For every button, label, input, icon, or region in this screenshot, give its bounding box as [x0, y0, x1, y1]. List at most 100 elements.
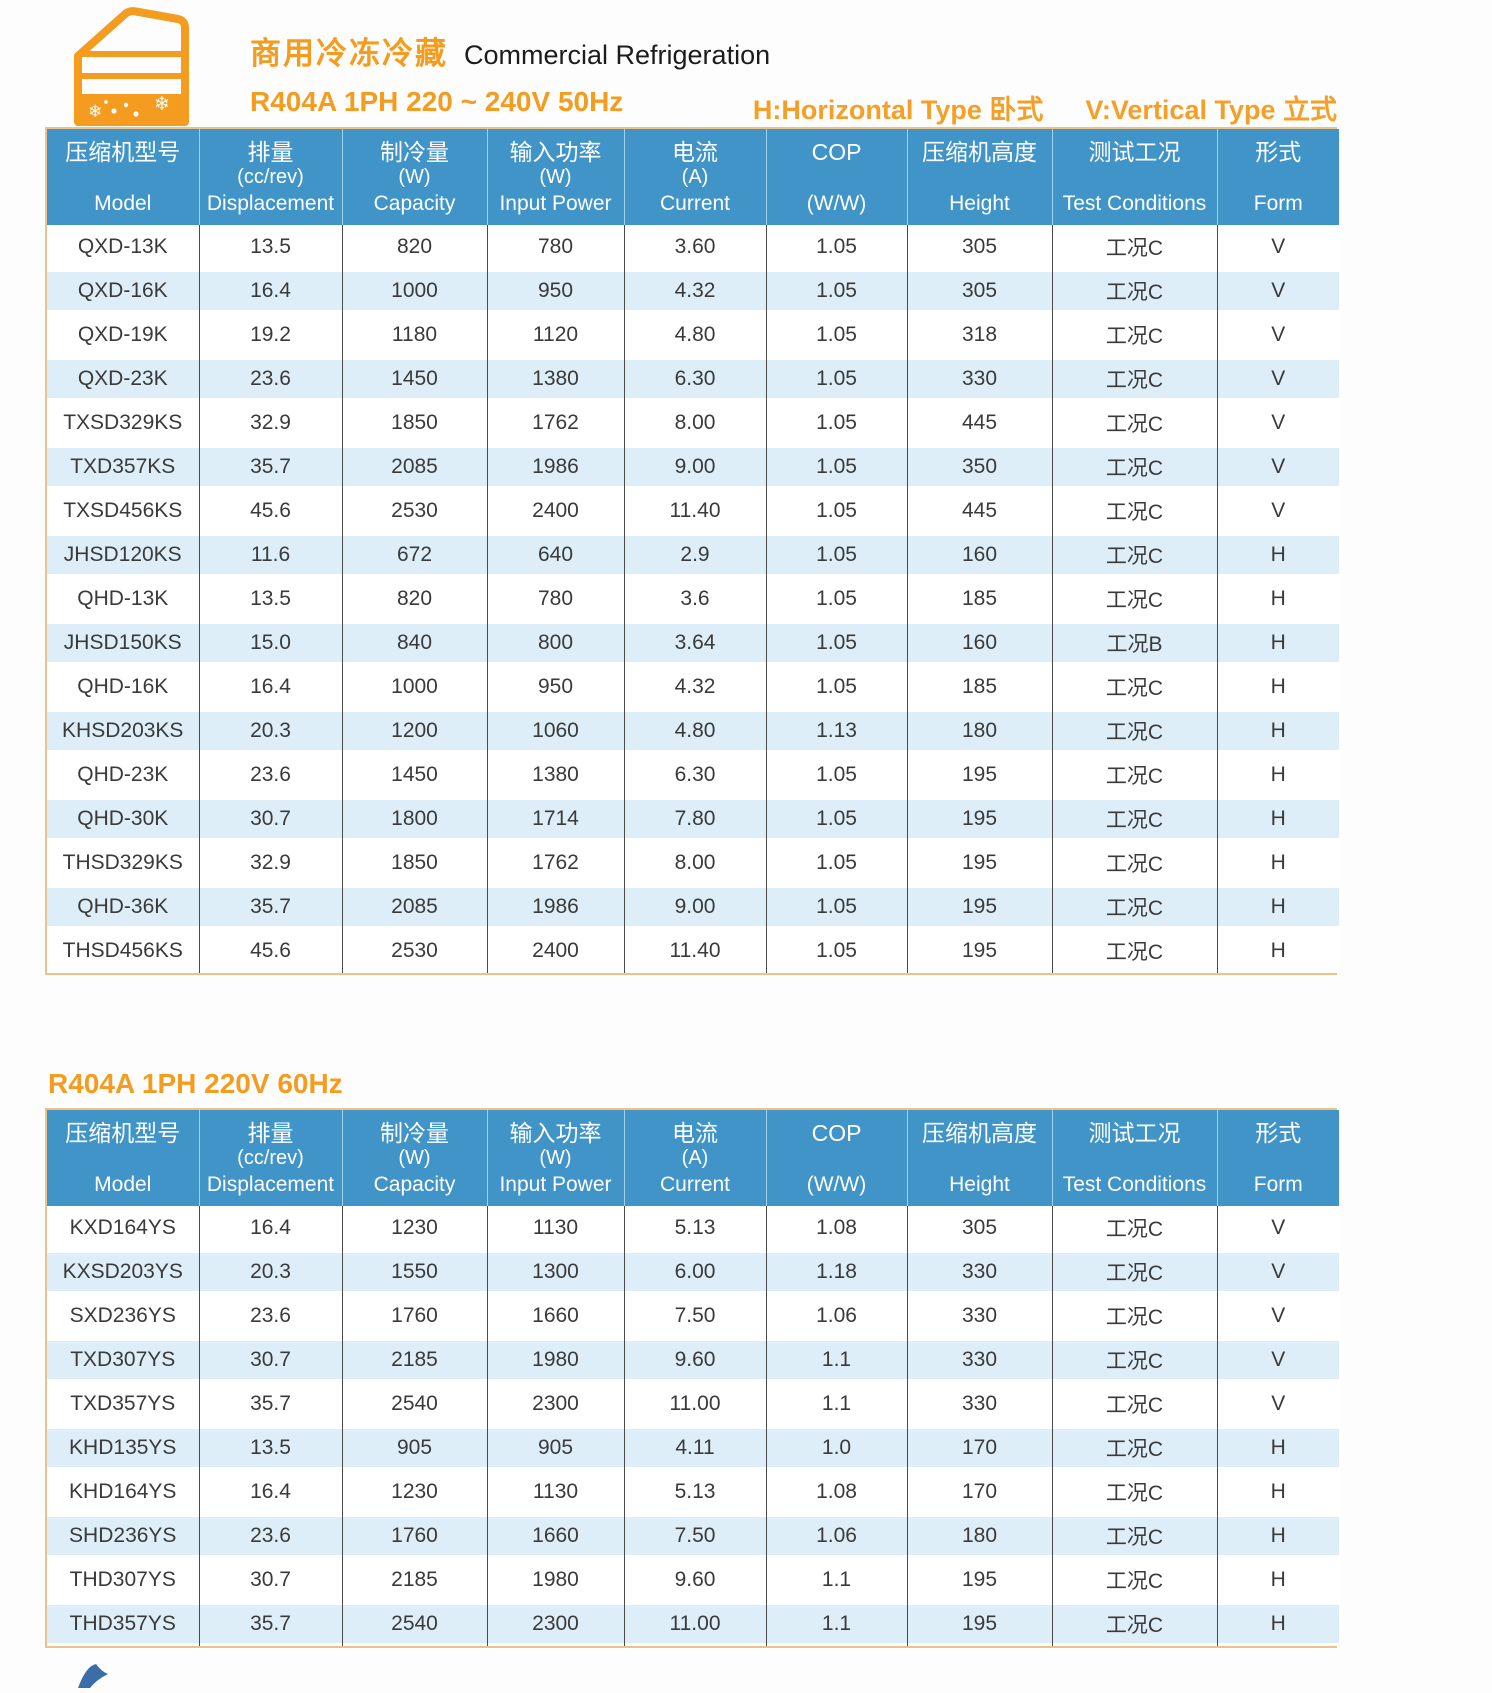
table-cell: 1.1 — [766, 1382, 908, 1426]
table-cell: 1.08 — [766, 1206, 908, 1250]
table-cell: 9.60 — [624, 1338, 767, 1382]
table-cell: 1.05 — [766, 753, 908, 797]
table-cell: TXD357KS — [47, 445, 200, 489]
table-cell: 318 — [907, 313, 1053, 357]
table-cell: 7.80 — [624, 797, 767, 841]
column-header-test-conditions: 测试工况 Test Conditions — [1052, 129, 1218, 225]
table-cell: 1.08 — [766, 1470, 908, 1514]
table-cell: 45.6 — [199, 929, 343, 973]
table-cell: 1.05 — [766, 577, 908, 621]
table-cell: JHSD150KS — [47, 621, 200, 665]
table-cell: 16.4 — [199, 1206, 343, 1250]
table-cell: 9.60 — [624, 1558, 767, 1602]
table-cell: 1.05 — [766, 797, 908, 841]
table-cell: 2300 — [487, 1602, 625, 1646]
spec-table-60hz-grid: 压缩机型号 Model 排量 (cc/rev) Displacement 制冷量 (W) Ca… — [47, 1110, 1339, 1646]
table-cell: 1.1 — [766, 1558, 908, 1602]
column-header-cop-en: (W/W) — [806, 192, 867, 215]
table-cell: 2530 — [342, 489, 488, 533]
column-header-form-zh: 形式 — [1255, 1120, 1302, 1146]
table-cell: 330 — [907, 357, 1053, 401]
table-cell: 1.05 — [766, 445, 908, 489]
column-header-model-unit — [49, 165, 197, 189]
column-header-height: 压缩机高度 Height — [907, 1110, 1053, 1206]
table-row: SHD236YS 23.6 1760 1660 7.50 1.06 180 工况C H — [47, 1514, 1339, 1558]
table-row: JHSD120KS 11.6 672 640 2.9 1.05 160 工况C H — [47, 533, 1339, 577]
table-cell: 2085 — [342, 445, 488, 489]
table-cell: 2300 — [487, 1382, 625, 1426]
column-header-current-zh: 电流 — [672, 139, 718, 165]
table-cell: 950 — [487, 269, 625, 313]
table-cell: 640 — [487, 533, 625, 577]
table-cell: 672 — [342, 533, 488, 577]
table-cell: 2400 — [487, 929, 625, 973]
spec-table-50hz: 压缩机型号 Model 排量 (cc/rev) Displacement 制冷量 (W) Ca… — [45, 127, 1339, 975]
column-header-displacement: 排量 (cc/rev) Displacement — [199, 129, 343, 225]
table-cell: 305 — [907, 225, 1053, 269]
column-header-cop: COP (W/W) — [766, 129, 908, 225]
table-row: THSD329KS 32.9 1850 1762 8.00 1.05 195 工况C H — [47, 841, 1339, 885]
svg-text:❄: ❄ — [154, 94, 170, 115]
legend-vertical: V:Vertical Type 立式 — [1085, 95, 1337, 125]
column-header-height-unit — [910, 165, 1050, 189]
column-header-input-power: 输入功率 (W) Input Power — [487, 1110, 625, 1206]
column-header-form-unit — [1220, 165, 1338, 189]
table-row: TXD307YS 30.7 2185 1980 9.60 1.1 330 工况C V — [47, 1338, 1339, 1382]
column-header-model: 压缩机型号 Model — [47, 129, 200, 225]
table-cell: 780 — [487, 577, 625, 621]
table-cell: KXD164YS — [47, 1206, 200, 1250]
table-row: THD357YS 35.7 2540 2300 11.00 1.1 195 工况C H — [47, 1602, 1339, 1646]
table-row: SXD236YS 23.6 1760 1660 7.50 1.06 330 工况C V — [47, 1294, 1339, 1338]
table-cell: 工况B — [1052, 621, 1218, 665]
table-cell: 820 — [342, 225, 488, 269]
table-cell: 195 — [907, 841, 1053, 885]
table-cell: 1060 — [487, 709, 625, 753]
column-header-displacement-unit: (cc/rev) — [237, 1147, 304, 1169]
table-cell: H — [1217, 1470, 1339, 1514]
table-row: QXD-13K 13.5 820 780 3.60 1.05 305 工况C V — [47, 225, 1339, 269]
table-cell: 1714 — [487, 797, 625, 841]
table-cell: 23.6 — [199, 357, 343, 401]
table-cell: 工况C — [1052, 1426, 1218, 1470]
table-cell: 1762 — [487, 401, 625, 445]
table-cell: TXSD329KS — [47, 401, 200, 445]
table-cell: QHD-13K — [47, 577, 200, 621]
column-header-current: 电流 (A) Current — [624, 1110, 767, 1206]
column-header-test-conditions: 测试工况 Test Conditions — [1052, 1110, 1218, 1206]
table-cell: KXSD203YS — [47, 1250, 200, 1294]
table-cell: 1.05 — [766, 929, 908, 973]
table-cell: THSD329KS — [47, 841, 200, 885]
table-cell: 4.11 — [624, 1426, 767, 1470]
table-cell: 工况C — [1052, 929, 1218, 973]
table-cell: 1.13 — [766, 709, 908, 753]
table-cell: V — [1217, 269, 1339, 313]
table-row: TXSD329KS 32.9 1850 1762 8.00 1.05 445 工况C V — [47, 401, 1339, 445]
column-header-cop-zh: COP — [811, 139, 862, 165]
table-cell: 35.7 — [199, 1382, 343, 1426]
page-title-zh: 商用冷冻冷藏 — [250, 36, 448, 71]
table-cell: THD307YS — [47, 1558, 200, 1602]
column-header-displacement-en: Displacement — [206, 1173, 335, 1196]
table-cell: 8.00 — [624, 401, 767, 445]
column-header-height-en: Height — [949, 1173, 1010, 1196]
table-row: KHD135YS 13.5 905 905 4.11 1.0 170 工况C H — [47, 1426, 1339, 1470]
table-cell: 1300 — [487, 1250, 625, 1294]
table-cell: QXD-13K — [47, 225, 200, 269]
column-header-input-power-zh: 输入功率 — [509, 1120, 602, 1146]
table-cell: 1660 — [487, 1514, 625, 1558]
table-cell: 7.50 — [624, 1294, 767, 1338]
column-header-capacity-zh: 制冷量 — [380, 139, 449, 165]
table-cell: QXD-23K — [47, 357, 200, 401]
table-cell: V — [1217, 313, 1339, 357]
table-cell: 32.9 — [199, 841, 343, 885]
table-cell: 330 — [907, 1294, 1053, 1338]
table-cell: 780 — [487, 225, 625, 269]
column-header-cop: COP (W/W) — [766, 1110, 908, 1206]
table-cell: 305 — [907, 1206, 1053, 1250]
table-cell: 185 — [907, 665, 1053, 709]
table-cell: 工况C — [1052, 841, 1218, 885]
column-header-displacement-zh: 排量 — [247, 139, 294, 165]
spec-table-60hz: 压缩机型号 Model 排量 (cc/rev) Displacement 制冷量 (W) Ca… — [45, 1108, 1339, 1648]
table-cell: 13.5 — [199, 577, 343, 621]
table-cell: 45.6 — [199, 489, 343, 533]
